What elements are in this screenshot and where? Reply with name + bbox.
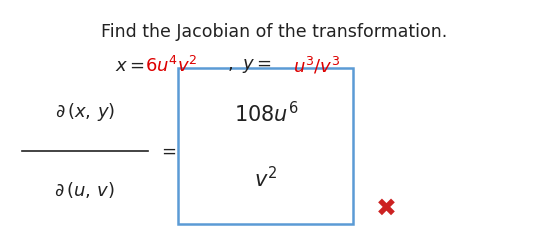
Text: $\partial\,(u,\,v)$: $\partial\,(u,\,v)$ — [54, 180, 116, 200]
Text: $u^3/v^3$: $u^3/v^3$ — [293, 55, 340, 76]
Text: $6u^4v^2$: $6u^4v^2$ — [145, 55, 198, 76]
Text: $\partial\,(x,\,y)$: $\partial\,(x,\,y)$ — [55, 101, 115, 123]
Text: $v^2$: $v^2$ — [254, 166, 277, 192]
Text: $,\ y = $: $,\ y = $ — [227, 56, 272, 75]
Text: Find the Jacobian of the transformation.: Find the Jacobian of the transformation. — [101, 23, 447, 41]
Text: ✖: ✖ — [376, 197, 397, 221]
Text: $=$: $=$ — [158, 142, 176, 160]
Text: $108u^6$: $108u^6$ — [233, 101, 298, 126]
Text: $x = $: $x = $ — [116, 56, 145, 75]
